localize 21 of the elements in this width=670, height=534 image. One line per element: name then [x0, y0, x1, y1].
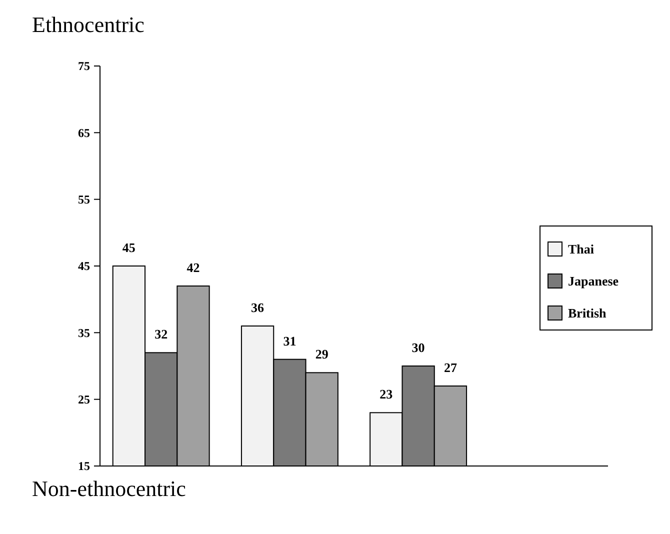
y-tick-label: 65	[78, 126, 90, 140]
y-tick-label: 45	[78, 259, 90, 274]
data-label: 32	[154, 326, 168, 342]
y-tick-label: 35	[78, 326, 90, 340]
legend-label: Japanese	[568, 274, 619, 289]
text: Non-ethnocentric	[32, 476, 186, 501]
legend-label: British	[568, 306, 608, 321]
y-tick-label: 15	[78, 459, 90, 474]
data-label: 45	[122, 240, 136, 255]
y-tick-label: 55	[78, 192, 90, 207]
data-label: 42	[186, 260, 200, 275]
data-label: 31	[283, 333, 296, 348]
data-label: 23	[380, 386, 394, 402]
y-tick-label: 75	[78, 59, 90, 74]
data-label: 29	[315, 346, 329, 362]
data-label: 30	[412, 340, 425, 355]
data-label: 27	[444, 360, 458, 375]
text: Ethnocentric	[32, 12, 145, 37]
y-tick-label: 25	[78, 392, 90, 407]
data-label: 36	[251, 300, 265, 315]
legend-label: Thai	[568, 242, 594, 257]
